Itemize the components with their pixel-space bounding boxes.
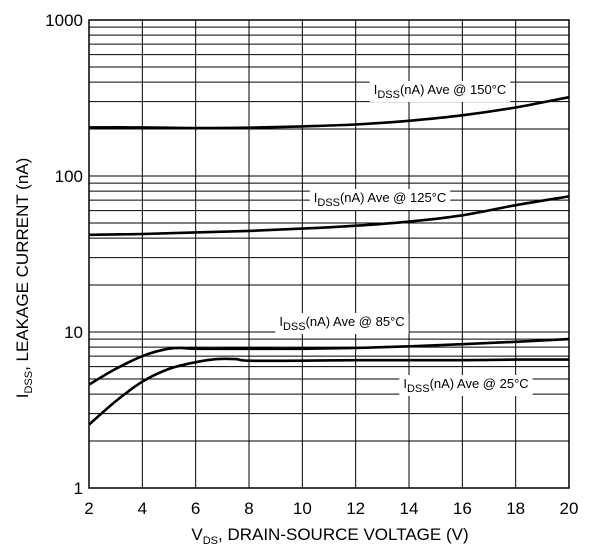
series-label-background [309,189,451,210]
y-tick-label: 1 [74,479,83,498]
x-tick-label: 2 [84,499,93,518]
series-label-150c: IDSS(nA) Ave @ 150°C [374,82,507,101]
x-axis-title: VDS, DRAIN-SOURCE VOLTAGE (V) [191,525,468,547]
x-tick-label: 16 [453,499,472,518]
series-label-background [399,375,533,396]
x-tick-label: 12 [346,499,365,518]
x-tick-label: 10 [293,499,312,518]
x-tick-label: 14 [400,499,419,518]
y-tick-label: 10 [64,323,83,342]
data-curves [88,95,570,426]
curve-125c [88,195,570,237]
series-label-85c: IDSS(nA) Ave @ 85°C [279,314,404,333]
curve-85c [88,337,570,386]
x-tick-label: 18 [506,499,525,518]
x-tick-label: 4 [138,499,147,518]
y-axis-title: IDSS, LEAKAGE CURRENT (nA) [13,158,35,399]
curve-150c [88,95,570,130]
series-label-125c: IDSS(nA) Ave @ 125°C [314,190,447,209]
x-tick-label: 20 [560,499,579,518]
curve-25c [88,357,569,426]
x-tick-label: 8 [244,499,253,518]
y-tick-label: 100 [55,167,83,186]
series-label-background [369,81,511,102]
series-labels: IDSS(nA) Ave @ 150°C IDSS(nA) Ave @ 125°C… [275,81,533,396]
x-tick-label: 6 [191,499,200,518]
x-tick-labels: 2 4 6 8 10 12 14 16 18 20 [84,499,578,518]
y-tick-labels: 1 10 100 1000 [45,11,83,498]
series-label-25c: IDSS(nA) Ave @ 25°C [403,376,528,395]
series-label-background [275,313,409,334]
plot-frame [88,19,570,489]
y-tick-label: 1000 [45,11,83,30]
